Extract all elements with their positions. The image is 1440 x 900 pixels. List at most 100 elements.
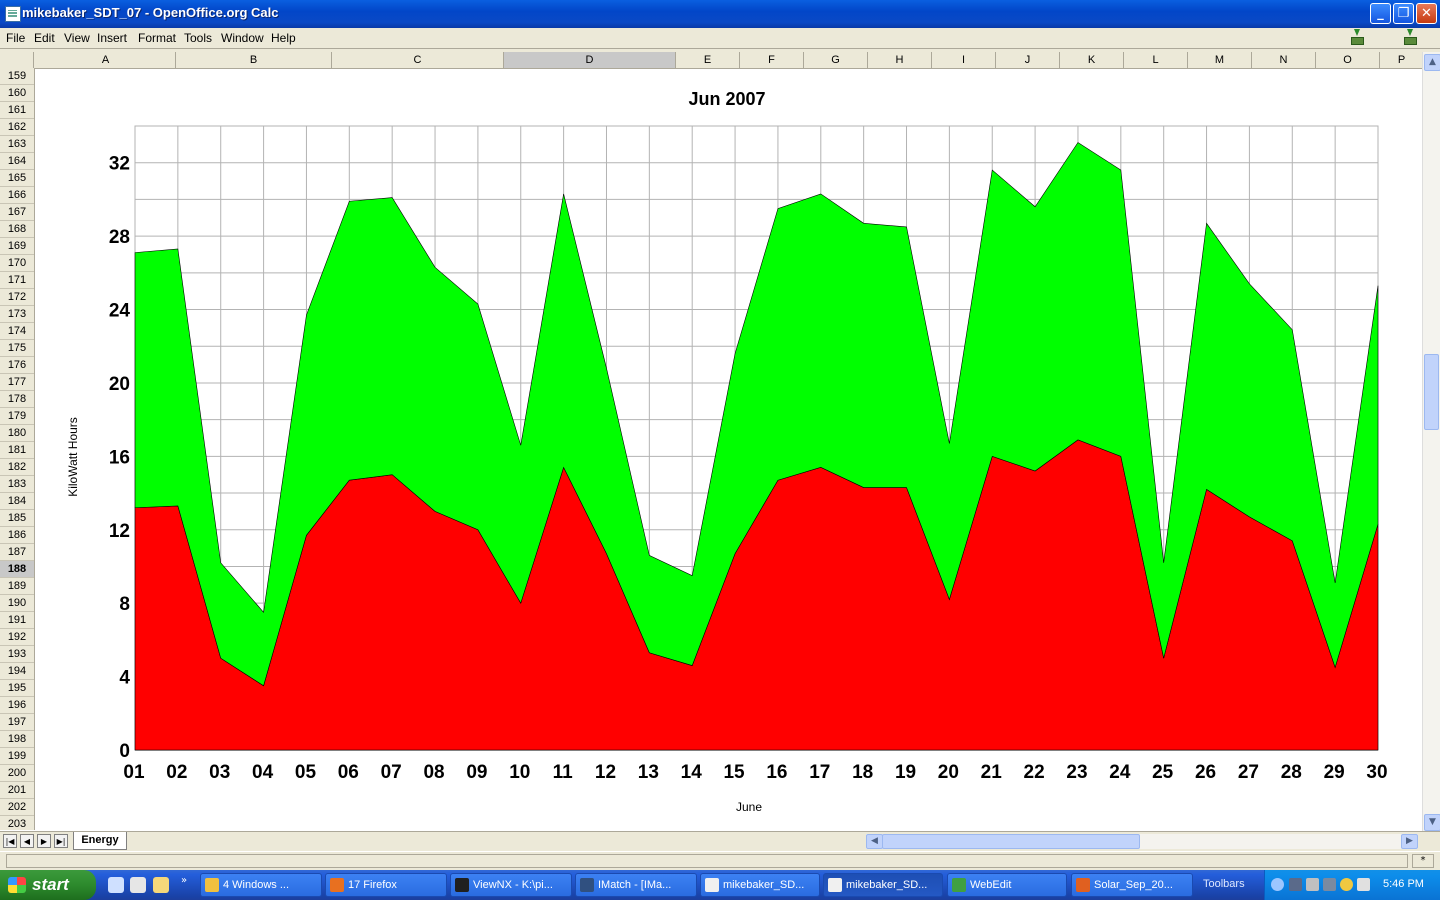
row-header-195[interactable]: 195 xyxy=(0,680,34,697)
first-sheet-button[interactable]: |◀ xyxy=(3,834,17,848)
menu-edit[interactable]: Edit xyxy=(34,31,55,45)
scroll-down-arrow-icon[interactable]: ▼ xyxy=(1424,814,1440,831)
taskbar-button[interactable]: 17 Firefox xyxy=(325,873,447,897)
row-header-165[interactable]: 165 xyxy=(0,170,34,187)
row-header-173[interactable]: 173 xyxy=(0,306,34,323)
minimize-button[interactable]: _ xyxy=(1370,3,1391,24)
column-header-C[interactable]: C xyxy=(332,52,504,68)
taskbar-button[interactable]: mikebaker_SD... xyxy=(823,873,943,897)
row-header-184[interactable]: 184 xyxy=(0,493,34,510)
row-header-202[interactable]: 202 xyxy=(0,799,34,816)
quicklaunch-chevron-icon[interactable]: » xyxy=(181,875,188,886)
row-header-178[interactable]: 178 xyxy=(0,391,34,408)
row-header-199[interactable]: 199 xyxy=(0,748,34,765)
calc-app-icon[interactable] xyxy=(5,6,21,22)
taskbar-button[interactable]: Solar_Sep_20... xyxy=(1071,873,1193,897)
volume-tray-icon[interactable] xyxy=(1306,878,1319,891)
download-icon[interactable] xyxy=(1348,29,1364,45)
explorer-quicklaunch-icon[interactable] xyxy=(153,877,169,893)
restore-button[interactable]: ❐ xyxy=(1393,3,1414,24)
row-header-175[interactable]: 175 xyxy=(0,340,34,357)
row-header-196[interactable]: 196 xyxy=(0,697,34,714)
row-header-166[interactable]: 166 xyxy=(0,187,34,204)
menu-help[interactable]: Help xyxy=(271,31,296,45)
lock-tray-icon[interactable] xyxy=(1357,878,1370,891)
menu-format[interactable]: Format xyxy=(138,31,177,45)
close-button[interactable]: ✕ xyxy=(1416,3,1437,24)
vertical-scrollbar[interactable]: ▲ ▼ xyxy=(1422,52,1440,831)
row-header-194[interactable]: 194 xyxy=(0,663,34,680)
row-header-192[interactable]: 192 xyxy=(0,629,34,646)
column-header-L[interactable]: L xyxy=(1124,52,1188,68)
row-header-179[interactable]: 179 xyxy=(0,408,34,425)
row-header-191[interactable]: 191 xyxy=(0,612,34,629)
row-header-170[interactable]: 170 xyxy=(0,255,34,272)
sheet-tab-energy[interactable]: Energy xyxy=(73,832,127,850)
network-tray-icon[interactable] xyxy=(1289,878,1302,891)
taskbar-button[interactable]: mikebaker_SD... xyxy=(700,873,820,897)
ie-quicklaunch-icon[interactable] xyxy=(108,877,124,893)
menu-insert[interactable]: Insert xyxy=(97,31,128,45)
taskbar-button[interactable]: ViewNX - K:\pi... xyxy=(450,873,572,897)
taskbar-button[interactable]: WebEdit xyxy=(947,873,1067,897)
taskbar-button[interactable]: 4 Windows ... xyxy=(200,873,322,897)
download-icon[interactable] xyxy=(1401,29,1417,45)
column-header-E[interactable]: E xyxy=(676,52,740,68)
row-header-200[interactable]: 200 xyxy=(0,765,34,782)
chart-area[interactable]: 0 4 8 12 16 20 24 28 32 01 02 03 04 05 06 07 08 09 10 11 12 1… xyxy=(36,69,1418,830)
row-header-188[interactable]: 188 xyxy=(0,561,34,578)
menu-file[interactable]: File xyxy=(6,31,26,45)
row-header-163[interactable]: 163 xyxy=(0,136,34,153)
row-header-180[interactable]: 180 xyxy=(0,425,34,442)
column-header-J[interactable]: J xyxy=(996,52,1060,68)
row-header-193[interactable]: 193 xyxy=(0,646,34,663)
column-header-A[interactable]: A xyxy=(36,52,176,68)
row-header-203[interactable]: 203 xyxy=(0,816,34,830)
prev-sheet-button[interactable]: ◀ xyxy=(20,834,34,848)
row-header-197[interactable]: 197 xyxy=(0,714,34,731)
menu-tools[interactable]: Tools xyxy=(184,31,213,45)
app-tray-icon[interactable] xyxy=(1323,878,1336,891)
horizontal-scrollbar[interactable]: ◀ ▶ xyxy=(866,834,1418,849)
row-header-160[interactable]: 160 xyxy=(0,85,34,102)
menu-window[interactable]: Window xyxy=(221,31,264,45)
scroll-right-arrow-icon[interactable]: ▶ xyxy=(1401,834,1418,849)
column-header-M[interactable]: M xyxy=(1188,52,1252,68)
last-sheet-button[interactable]: ▶| xyxy=(54,834,68,848)
column-header-G[interactable]: G xyxy=(804,52,868,68)
moon-tray-icon[interactable] xyxy=(1340,878,1353,891)
column-header-F[interactable]: F xyxy=(740,52,804,68)
column-header-H[interactable]: H xyxy=(868,52,932,68)
column-header-I[interactable]: I xyxy=(932,52,996,68)
tray-collapse-icon[interactable] xyxy=(1271,878,1284,891)
horizontal-scroll-thumb[interactable] xyxy=(882,834,1140,849)
column-header-O[interactable]: O xyxy=(1316,52,1380,68)
outlook-quicklaunch-icon[interactable] xyxy=(130,877,146,893)
row-header-189[interactable]: 189 xyxy=(0,578,34,595)
column-header-K[interactable]: K xyxy=(1060,52,1124,68)
row-header-185[interactable]: 185 xyxy=(0,510,34,527)
start-button[interactable]: start xyxy=(0,870,96,900)
row-header-176[interactable]: 176 xyxy=(0,357,34,374)
row-header-162[interactable]: 162 xyxy=(0,119,34,136)
row-header-198[interactable]: 198 xyxy=(0,731,34,748)
row-header-182[interactable]: 182 xyxy=(0,459,34,476)
row-header-169[interactable]: 169 xyxy=(0,238,34,255)
column-header-N[interactable]: N xyxy=(1252,52,1316,68)
column-header-B[interactable]: B xyxy=(176,52,332,68)
row-header-161[interactable]: 161 xyxy=(0,102,34,119)
select-all-corner[interactable] xyxy=(0,52,34,68)
row-header-201[interactable]: 201 xyxy=(0,782,34,799)
toolbars-label[interactable]: Toolbars xyxy=(1203,878,1245,890)
row-header-190[interactable]: 190 xyxy=(0,595,34,612)
scroll-up-arrow-icon[interactable]: ▲ xyxy=(1424,54,1440,71)
row-header-174[interactable]: 174 xyxy=(0,323,34,340)
row-header-187[interactable]: 187 xyxy=(0,544,34,561)
row-header-164[interactable]: 164 xyxy=(0,153,34,170)
column-header-D[interactable]: D xyxy=(504,52,676,68)
menu-view[interactable]: View xyxy=(64,31,90,45)
row-header-177[interactable]: 177 xyxy=(0,374,34,391)
row-header-172[interactable]: 172 xyxy=(0,289,34,306)
taskbar-button[interactable]: IMatch - [IMa... xyxy=(575,873,697,897)
